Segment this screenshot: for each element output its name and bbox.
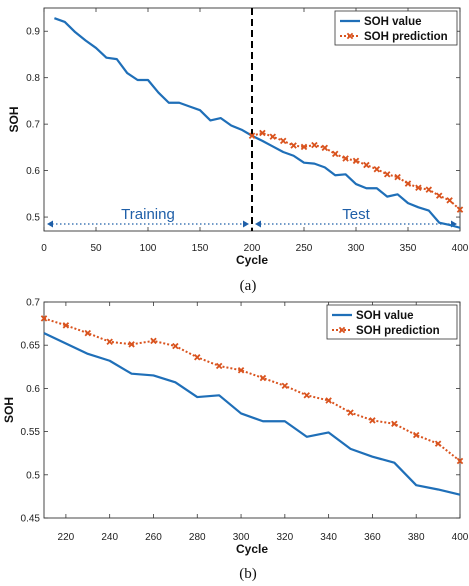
series-soh-prediction-marker — [269, 133, 277, 140]
y-tick-label: 0.5 — [26, 470, 40, 481]
series-soh-prediction-marker — [331, 150, 339, 158]
series-soh-prediction-marker — [62, 322, 70, 329]
region-arrow-head-right — [243, 220, 249, 228]
series-soh-prediction-marker — [325, 397, 332, 404]
series-soh-prediction-marker — [194, 354, 201, 361]
series-soh-prediction-marker — [456, 206, 464, 213]
x-tick-label: 260 — [145, 532, 162, 543]
region-label: Training — [121, 206, 175, 223]
series-soh-prediction-marker — [237, 367, 245, 374]
y-tick-label: 0.45 — [21, 514, 41, 525]
y-tick-label: 0.7 — [26, 120, 40, 131]
y-tick-label: 0.7 — [26, 298, 40, 309]
series-soh-prediction-marker — [363, 161, 370, 169]
x-tick-label: 150 — [192, 243, 209, 254]
series-soh-prediction-marker — [303, 392, 310, 399]
series-soh-prediction-marker — [446, 197, 453, 204]
series-soh-prediction-marker — [279, 137, 287, 145]
legend: SOH value SOH prediction — [326, 304, 458, 340]
series-soh-prediction-marker — [425, 186, 433, 193]
legend-marker-soh-prediction — [346, 32, 354, 40]
x-tick-label: 320 — [276, 532, 293, 543]
series-soh-prediction-marker — [84, 329, 92, 337]
series-soh-prediction-marker — [290, 142, 297, 149]
figure-caption: (b) — [239, 566, 257, 582]
x-tick-label: 280 — [189, 532, 206, 543]
series-soh-prediction-marker — [172, 342, 179, 350]
x-tick-label: 240 — [101, 532, 118, 543]
legend-label: SOH value — [364, 16, 422, 28]
series-soh-prediction-marker — [383, 171, 391, 178]
x-tick-label: 400 — [452, 243, 469, 254]
series-soh-prediction-marker — [215, 362, 223, 370]
chart-a: 0 50 100 150 200 250 300 350 400 0.5 0.6 0.7 0.8 0.9 C… — [7, 7, 469, 294]
x-tick-label: 0 — [41, 243, 47, 254]
series-soh-prediction-marker — [40, 315, 48, 322]
x-tick-label: 300 — [233, 532, 250, 543]
x-tick-label: 380 — [408, 532, 425, 543]
series-soh-prediction-marker — [342, 155, 349, 162]
x-axis-label: Cycle — [236, 542, 268, 556]
series-soh-prediction-marker — [281, 382, 289, 390]
legend-box — [326, 304, 458, 340]
legend-label: SOH value — [356, 310, 414, 322]
series-soh-prediction-marker — [150, 337, 157, 345]
series-soh-prediction-marker — [300, 143, 308, 151]
legend: SOH value SOH prediction — [334, 10, 458, 46]
region-arrow-head-left — [47, 220, 53, 228]
y-tick-label: 0.8 — [26, 73, 40, 84]
y-tick-label: 0.6 — [26, 166, 40, 177]
x-tick-label: 300 — [348, 243, 365, 254]
y-tick-label: 0.65 — [21, 341, 41, 352]
legend-label: SOH prediction — [356, 325, 440, 337]
series-soh-prediction-marker — [456, 457, 464, 465]
x-axis-label: Cycle — [236, 253, 268, 267]
chart-b: 220 240 260 280 300 320 340 360 380 400 0.45 0.5 0.5… — [2, 298, 469, 583]
x-tick-label: 360 — [364, 532, 381, 543]
series-soh-prediction-marker — [369, 417, 376, 424]
series-soh-prediction-line — [251, 131, 461, 211]
series-soh-prediction-marker — [435, 192, 443, 199]
series-soh-prediction-marker — [128, 341, 135, 348]
series-soh-prediction-marker — [434, 440, 442, 447]
series-soh-prediction-marker — [404, 180, 412, 187]
x-tick-label: 400 — [452, 532, 469, 543]
series-soh-prediction-marker — [373, 165, 381, 173]
x-tick-label: 350 — [400, 243, 417, 254]
series-soh-prediction-marker — [259, 129, 266, 137]
y-axis-label: SOH — [7, 106, 21, 132]
series-soh-prediction-marker — [321, 144, 329, 152]
figure-caption: (a) — [240, 278, 257, 294]
series-soh-value-line — [43, 332, 461, 496]
series-soh-prediction-marker — [394, 173, 401, 181]
y-tick-label: 0.5 — [26, 213, 40, 224]
series-soh-prediction-marker — [248, 132, 256, 139]
x-tick-label: 250 — [296, 243, 313, 254]
series-soh-prediction-marker — [311, 141, 318, 149]
legend-box — [334, 10, 458, 46]
region-arrow-head-left — [255, 220, 261, 228]
region-label: Test — [342, 206, 370, 223]
series-soh-prediction-marker — [352, 157, 360, 165]
series-soh-prediction-marker — [347, 409, 354, 416]
series-soh-value-line — [54, 17, 461, 229]
legend-marker-soh-prediction — [338, 326, 346, 334]
x-tick-label: 100 — [140, 243, 157, 254]
x-tick-label: 200 — [244, 243, 261, 254]
y-tick-label: 0.6 — [26, 384, 40, 395]
y-axis-label: SOH — [2, 397, 16, 423]
series-soh-prediction-marker — [415, 184, 422, 192]
series-soh-prediction-marker — [106, 338, 113, 345]
series-soh-prediction-marker — [391, 420, 398, 428]
series-soh-prediction-marker — [259, 374, 267, 382]
legend-label: SOH prediction — [364, 31, 448, 43]
x-tick-label: 340 — [320, 532, 337, 543]
x-tick-label: 50 — [90, 243, 102, 254]
y-tick-label: 0.9 — [26, 27, 40, 38]
series-soh-prediction-line — [43, 317, 461, 462]
x-tick-label: 220 — [58, 532, 75, 543]
y-tick-label: 0.55 — [21, 427, 41, 438]
series-soh-prediction-marker — [412, 431, 420, 439]
